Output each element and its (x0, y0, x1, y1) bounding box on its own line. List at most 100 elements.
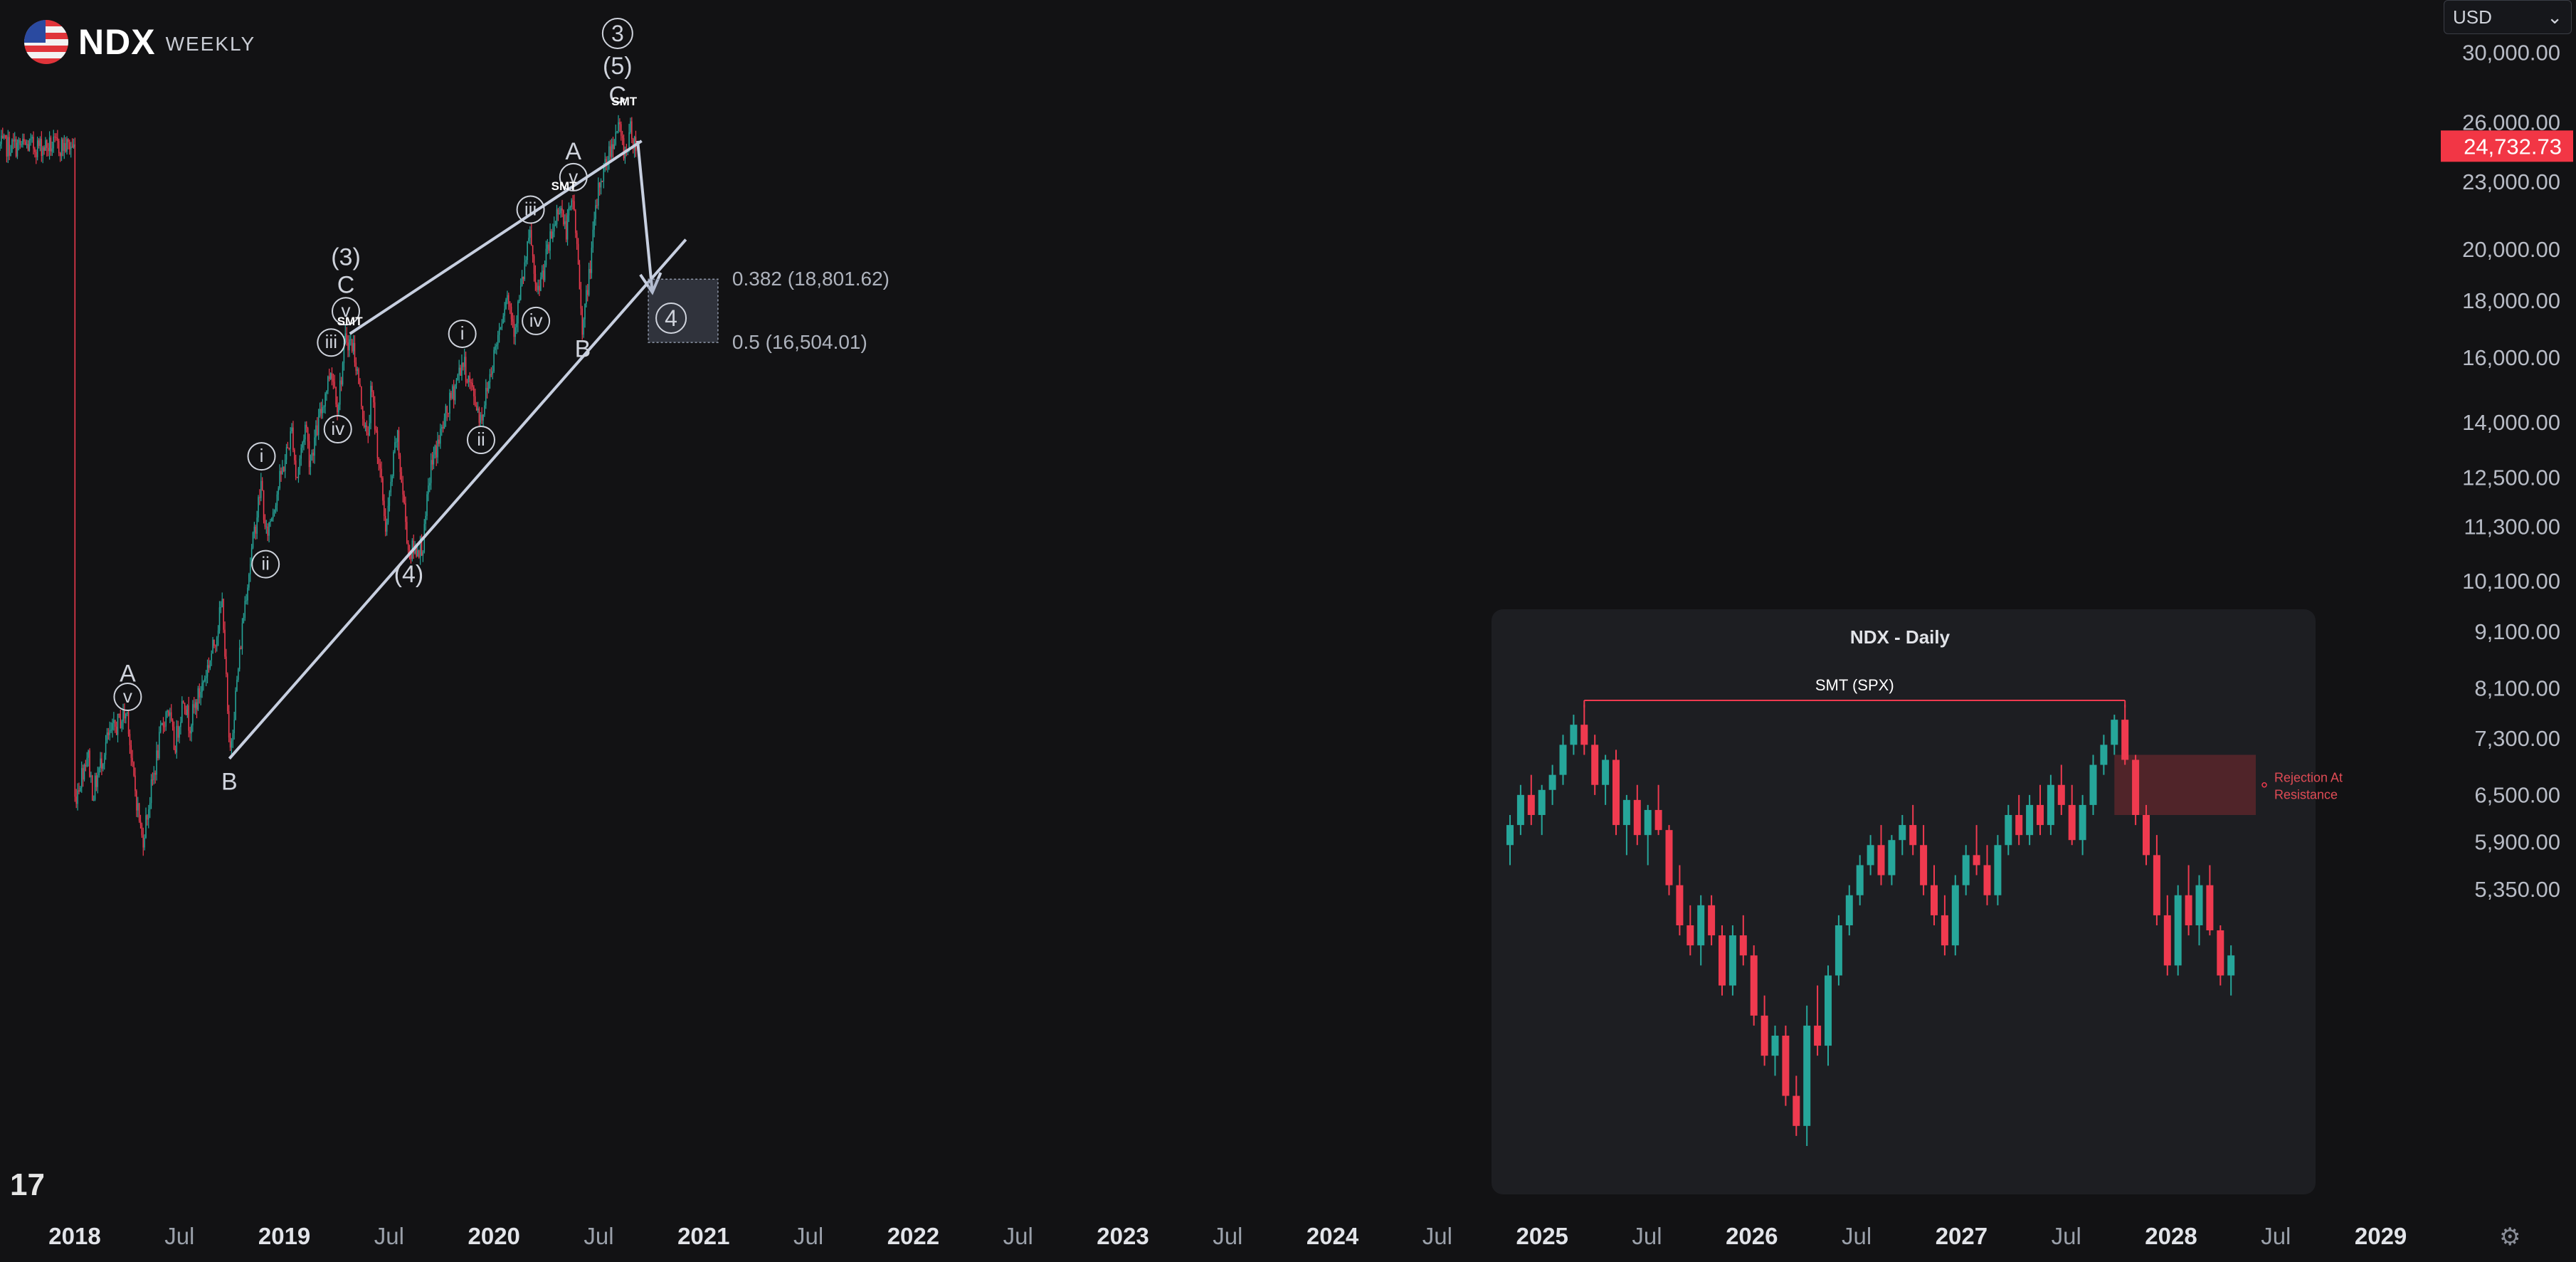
candle-body (258, 497, 259, 518)
candle-body (78, 790, 80, 792)
candle-body (122, 710, 124, 722)
inset-candle-body (1719, 935, 1726, 986)
candle-body (106, 732, 108, 743)
candle-body (191, 725, 192, 734)
candle-body (118, 713, 120, 715)
candle-body (60, 139, 63, 157)
candle-body (31, 137, 33, 139)
candle-body (402, 483, 403, 495)
candle-body (297, 468, 300, 478)
candle-body (533, 256, 535, 274)
candle-body (387, 505, 389, 522)
wave-label: iv (331, 418, 344, 439)
candle-body (65, 142, 66, 152)
candle-body (609, 146, 611, 157)
candle-body (168, 710, 169, 716)
timeframe-label: WEEKLY (165, 33, 256, 55)
candle-body (273, 510, 275, 512)
candle-body (159, 732, 160, 759)
candle-body (449, 392, 450, 414)
candle-body (453, 386, 455, 401)
candle-body (174, 749, 176, 753)
inset-candle-body (1612, 759, 1620, 826)
candle-body (189, 730, 191, 734)
currency-dropdown[interactable]: USD ⌄ (2444, 0, 2572, 34)
candle-body (595, 205, 596, 219)
symbol-header[interactable]: NDX WEEKLY (24, 20, 255, 64)
wave-label: iii (325, 331, 337, 352)
candle-body (9, 137, 10, 156)
tradingview-logo-icon[interactable]: 17 (10, 1167, 45, 1202)
candle-body (477, 408, 479, 411)
candle-body (197, 688, 199, 710)
candle-body (552, 231, 554, 239)
candle-body (300, 447, 302, 459)
wave-circle-icon (601, 17, 633, 49)
wave-label: B (221, 769, 238, 796)
candle-body (188, 705, 189, 731)
candle-body (203, 681, 204, 683)
wave-label: ii (477, 428, 485, 450)
candle-body (216, 637, 218, 647)
price-tick-label: 7,300.00 (2474, 726, 2560, 751)
candle-body (548, 244, 549, 251)
candle-body (455, 379, 458, 385)
time-tick-label: 2019 (258, 1223, 310, 1249)
candle-body (80, 787, 81, 792)
candle-body (200, 692, 201, 698)
candle-body (292, 427, 294, 450)
inset-candle-body (1580, 725, 1588, 745)
time-tick-label: Jul (164, 1223, 194, 1249)
candle-body (438, 439, 440, 444)
candle-body (51, 148, 53, 152)
inset-candle-body (2185, 895, 2192, 925)
candle-body (628, 132, 630, 150)
candle-body (167, 710, 168, 712)
candle-body (296, 477, 298, 478)
candle-body (228, 711, 230, 738)
candle-body (213, 639, 215, 646)
inset-candle-body (1676, 885, 1684, 925)
candle-body (613, 144, 616, 149)
candle-body (384, 500, 385, 517)
price-tick-label: 6,500.00 (2474, 782, 2560, 807)
candle-body (545, 248, 547, 265)
candle-body (283, 466, 285, 471)
candle-body (386, 522, 388, 532)
price-tick-label: 5,350.00 (2474, 877, 2560, 902)
candle-body (485, 387, 487, 406)
candle-body (495, 346, 496, 350)
candle-body (525, 260, 527, 263)
candle-body (340, 380, 342, 385)
inset-candle-body (1750, 955, 1758, 1016)
candle-body (527, 241, 528, 261)
last-price-label: 24,732.73 (2464, 134, 2562, 159)
candle-body (519, 299, 520, 302)
candle-body (58, 140, 60, 154)
candle-body (624, 149, 626, 159)
candle-body (39, 138, 41, 147)
candle-body (556, 209, 558, 224)
candle-body (621, 124, 622, 136)
candle-body (126, 712, 128, 714)
candle-body (576, 233, 578, 244)
gear-icon[interactable]: ⚙ (2499, 1224, 2521, 1251)
candle-body (498, 329, 500, 335)
inset-candle-body (2153, 855, 2160, 915)
price-tick-label: 30,000.00 (2462, 41, 2560, 65)
time-tick-label: Jul (374, 1223, 404, 1249)
chevron-down-icon: ⌄ (2547, 6, 2562, 28)
inset-candle-body (1835, 925, 1842, 976)
daily-inset-chart: NDX - Daily SMT (SPX) Rejection At Resistan… (1492, 609, 2343, 1194)
candle-body (235, 690, 236, 720)
inset-candle-body (2057, 784, 2065, 805)
candle-body (246, 600, 247, 601)
candle-body (588, 268, 590, 295)
candle-body (224, 629, 226, 657)
candle-body (407, 543, 409, 550)
candle-body (16, 142, 19, 157)
candle-body (366, 425, 368, 433)
candle-body (310, 461, 312, 468)
wave-circle-icon (317, 328, 346, 357)
